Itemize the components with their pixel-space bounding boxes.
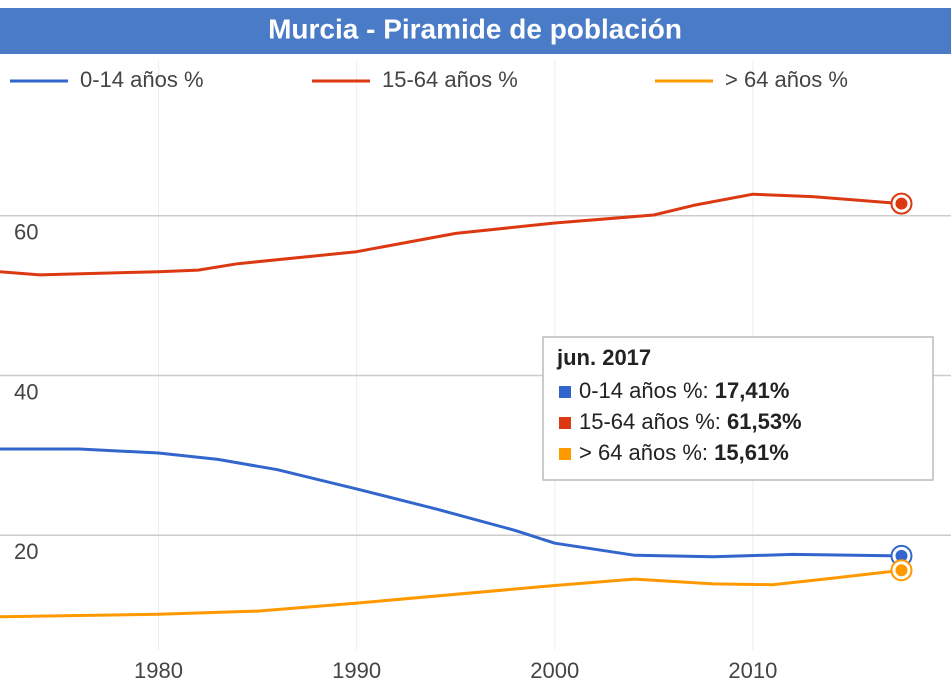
tooltip-value: 15,61%	[714, 440, 789, 465]
tooltip-label: 0-14 años %:	[579, 378, 709, 403]
tooltip-line: 0-14 años %: 17,41%	[579, 378, 789, 403]
tooltip-title: jun. 2017	[556, 345, 651, 370]
tooltip-label: > 64 años %:	[579, 440, 708, 465]
x-tick-label: 1990	[332, 658, 381, 683]
tooltip-box	[542, 336, 934, 481]
point-dot	[895, 197, 908, 210]
series-line	[0, 192, 902, 277]
tooltip-label: 15-64 años %:	[579, 409, 721, 434]
tooltip-line: > 64 años %: 15,61%	[579, 440, 789, 465]
legend-label: > 64 años %	[725, 67, 848, 92]
legend-label: 15-64 años %	[382, 67, 518, 92]
chart-title: Murcia - Piramide de población	[268, 13, 682, 44]
tooltip-value: 61,53%	[727, 409, 802, 434]
x-tick-label: 2010	[728, 658, 777, 683]
point-dot	[895, 564, 908, 577]
series-line	[0, 447, 902, 559]
tooltip-swatch	[559, 448, 571, 460]
legend-label: 0-14 años %	[80, 67, 204, 92]
y-tick-label: 20	[14, 539, 38, 564]
tooltip-swatch	[559, 417, 571, 429]
y-tick-label: 40	[14, 379, 38, 404]
x-tick-label: 1980	[134, 658, 183, 683]
tooltip-value: 17,41%	[715, 378, 790, 403]
point-dot	[895, 549, 908, 562]
tooltip-swatch	[559, 386, 571, 398]
title-bar	[0, 8, 951, 54]
tooltip-line: 15-64 años %: 61,53%	[579, 409, 802, 434]
x-tick-label: 2000	[530, 658, 579, 683]
y-tick-label: 60	[14, 220, 38, 245]
series-line	[0, 568, 902, 619]
